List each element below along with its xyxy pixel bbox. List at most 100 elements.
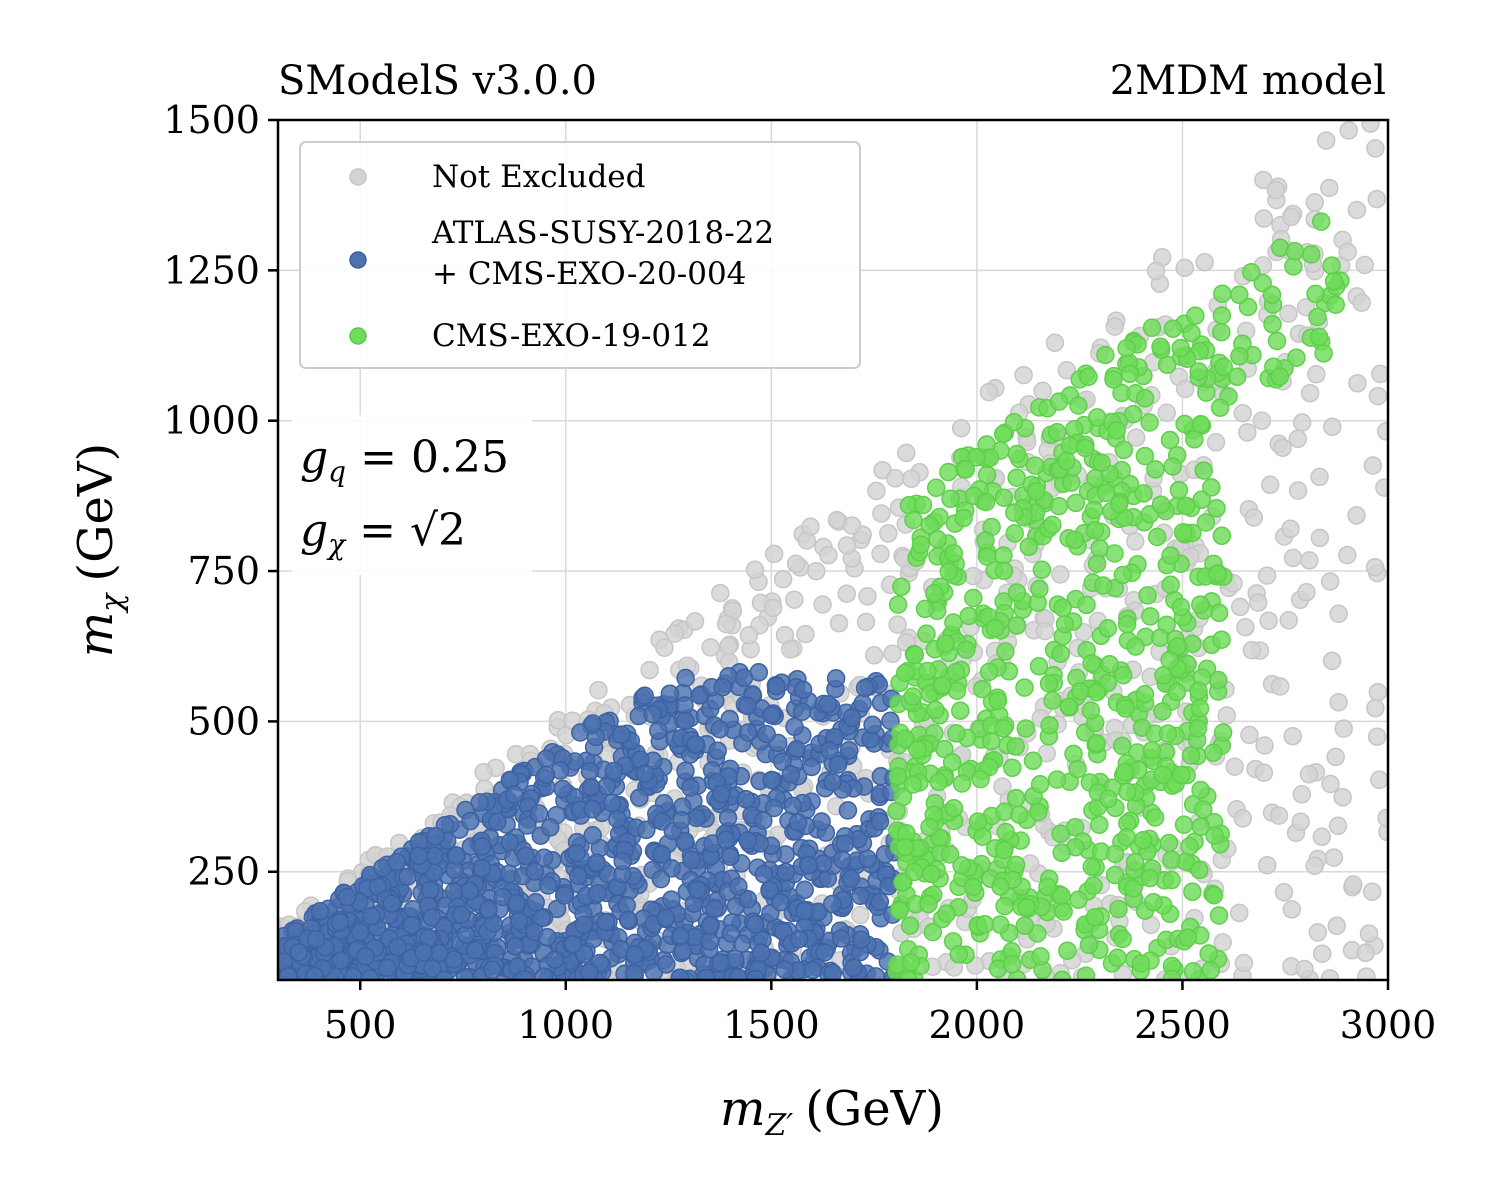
point-not-excluded	[1281, 519, 1300, 539]
point-atlas-cms	[711, 953, 730, 972]
point-cms-exo-19-012	[1131, 954, 1151, 973]
point-atlas-cms	[509, 911, 529, 931]
point-cms-exo-19-012	[1175, 414, 1194, 434]
legend-box	[299, 141, 861, 369]
point-not-excluded	[951, 418, 971, 438]
point-not-excluded	[888, 615, 907, 634]
point-not-excluded	[1297, 583, 1316, 602]
point-atlas-cms	[675, 696, 694, 715]
point-cms-exo-19-012	[1113, 565, 1133, 585]
point-not-excluded	[886, 469, 905, 488]
point-cms-exo-19-012	[1068, 759, 1087, 779]
point-atlas-cms	[581, 777, 601, 797]
point-atlas-cms	[536, 765, 556, 785]
point-atlas-cms	[461, 811, 480, 831]
legend-label-cms-exo-19-012: CMS-EXO-19-012	[432, 318, 711, 354]
point-cms-exo-19-012	[1162, 870, 1181, 890]
point-atlas-cms	[870, 892, 890, 911]
point-cms-exo-19-012	[1114, 440, 1134, 460]
point-cms-exo-19-012	[1207, 499, 1226, 518]
point-cms-exo-19-012	[1140, 868, 1160, 888]
point-cms-exo-19-012	[904, 510, 923, 530]
point-not-excluded	[1326, 747, 1345, 767]
point-cms-exo-19-012	[1194, 461, 1213, 480]
point-atlas-cms	[688, 880, 707, 899]
point-atlas-cms	[500, 833, 519, 852]
point-not-excluded	[1320, 969, 1340, 980]
point-atlas-cms	[479, 900, 498, 919]
annotation-gq: gq = 0.25	[300, 432, 509, 488]
point-atlas-cms	[279, 967, 298, 980]
point-atlas-cms	[608, 809, 627, 829]
point-cms-exo-19-012	[1082, 857, 1102, 877]
point-cms-exo-19-012	[1230, 285, 1249, 305]
point-atlas-cms	[855, 678, 875, 698]
point-atlas-cms	[853, 694, 872, 713]
point-not-excluded	[1355, 255, 1375, 275]
point-atlas-cms	[676, 761, 695, 781]
point-not-excluded	[1310, 467, 1329, 487]
point-atlas-cms	[820, 741, 839, 760]
point-atlas-cms	[863, 715, 882, 735]
point-atlas-cms	[447, 846, 466, 865]
point-not-excluded	[1146, 261, 1166, 281]
point-atlas-cms	[712, 784, 731, 804]
point-atlas-cms	[635, 764, 655, 783]
point-not-excluded	[685, 612, 705, 631]
point-cms-exo-19-012	[1065, 530, 1085, 550]
point-cms-exo-19-012	[1162, 850, 1181, 870]
point-cms-exo-19-012	[1104, 370, 1123, 389]
point-not-excluded	[1305, 856, 1324, 875]
point-not-excluded	[1329, 604, 1348, 624]
point-cms-exo-19-012	[1208, 670, 1228, 690]
point-cms-exo-19-012	[1059, 697, 1079, 716]
point-atlas-cms	[568, 866, 588, 886]
point-cms-exo-19-012	[944, 613, 963, 632]
point-cms-exo-19-012	[1159, 833, 1179, 853]
point-cms-exo-19-012	[911, 535, 931, 554]
point-atlas-cms	[526, 893, 545, 912]
point-atlas-cms	[420, 880, 440, 900]
point-atlas-cms	[671, 926, 690, 946]
point-cms-exo-19-012	[1002, 955, 1022, 974]
point-not-excluded	[1217, 706, 1236, 725]
point-not-excluded	[1334, 719, 1353, 738]
point-atlas-cms	[721, 847, 740, 867]
point-cms-exo-19-012	[1100, 654, 1119, 674]
point-not-excluded	[1338, 545, 1357, 565]
point-cms-exo-19-012	[1105, 544, 1124, 563]
point-cms-exo-19-012	[994, 488, 1014, 507]
point-atlas-cms	[738, 889, 758, 909]
point-cms-exo-19-012	[1142, 741, 1162, 760]
point-cms-exo-19-012	[918, 661, 937, 681]
point-not-excluded	[1327, 916, 1347, 936]
point-not-excluded	[1320, 572, 1340, 591]
point-cms-exo-19-012	[1031, 947, 1050, 966]
point-cms-exo-19-012	[1161, 575, 1180, 595]
point-cms-exo-19-012	[1117, 338, 1136, 358]
point-atlas-cms	[736, 790, 756, 809]
point-not-excluded	[1308, 923, 1328, 942]
x-tick-label: 3000	[1340, 1003, 1437, 1047]
point-atlas-cms	[757, 724, 776, 744]
point-not-excluded	[1057, 360, 1077, 380]
point-atlas-cms	[472, 837, 492, 856]
point-cms-exo-19-012	[1113, 929, 1132, 949]
point-cms-exo-19-012	[971, 769, 990, 789]
point-atlas-cms	[682, 850, 701, 870]
point-cms-exo-19-012	[1284, 257, 1303, 276]
point-not-excluded	[871, 544, 890, 564]
point-cms-exo-19-012	[926, 478, 946, 498]
point-not-excluded	[1362, 882, 1382, 901]
point-not-excluded	[879, 524, 898, 543]
point-cms-exo-19-012	[963, 877, 983, 897]
point-cms-exo-19-012	[1009, 805, 1029, 824]
point-cms-exo-19-012	[1173, 523, 1193, 542]
point-atlas-cms	[310, 902, 330, 921]
point-not-excluded	[864, 646, 884, 665]
point-not-excluded	[1157, 403, 1176, 423]
point-not-excluded	[711, 583, 730, 603]
point-atlas-cms	[398, 867, 417, 886]
point-not-excluded	[1233, 403, 1252, 423]
point-cms-exo-19-012	[1322, 256, 1341, 275]
